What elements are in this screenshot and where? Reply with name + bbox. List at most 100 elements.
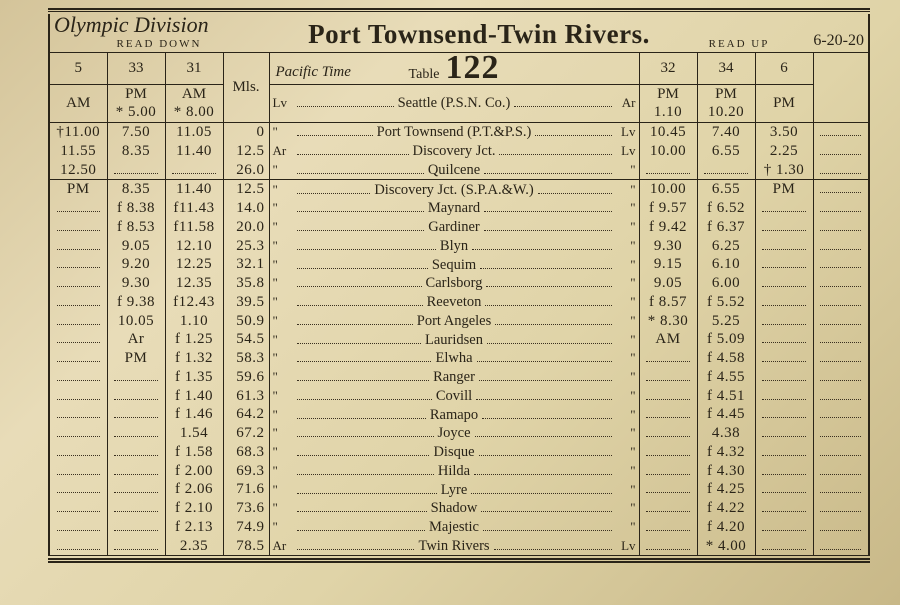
time-cell: [49, 218, 107, 237]
time-cell: [755, 330, 813, 349]
blank-cell: [813, 387, 869, 406]
division-label: Olympic Division: [54, 14, 264, 36]
time-cell: [755, 237, 813, 256]
time-cell: [49, 443, 107, 462]
station-cell: "Gardiner": [269, 218, 639, 237]
station-cell: "Majestic": [269, 518, 639, 537]
time-cell: [49, 349, 107, 368]
time-cell: 11.40: [165, 142, 223, 161]
time-cell: [755, 462, 813, 481]
time-cell: f 9.57: [639, 199, 697, 218]
pacific-time-label: Pacific Time: [276, 63, 351, 82]
time-cell: [49, 405, 107, 424]
miles-cell: 25.3: [223, 237, 269, 256]
time-cell: 12.35: [165, 274, 223, 293]
blank-cell: [813, 218, 869, 237]
table-row: f 2.0069.3"Hilda"f 4.30: [49, 462, 869, 481]
time-cell: [639, 405, 697, 424]
read-up-label: READ UP: [694, 38, 784, 50]
station-cell: ArDiscovery Jct.Lv: [269, 142, 639, 161]
time-cell: [49, 424, 107, 443]
time-cell: * 4.00: [697, 537, 755, 556]
time-cell: [639, 161, 697, 180]
time-cell: [755, 349, 813, 368]
station-cell: "Covill": [269, 387, 639, 406]
time-cell: †11.00: [49, 123, 107, 142]
issue-date: 6-20-20: [784, 32, 864, 50]
blank-cell: [813, 480, 869, 499]
table-row: 9.0512.1025.3"Blyn"9.306.25: [49, 237, 869, 256]
miles-cell: 50.9: [223, 312, 269, 331]
time-cell: [107, 518, 165, 537]
station-cell: "Blyn": [269, 237, 639, 256]
table-row: f 9.38f12.4339.5"Reeveton"f 8.57f 5.52: [49, 293, 869, 312]
time-cell: 10.45: [639, 123, 697, 142]
col-6-ampm: PM: [755, 84, 813, 123]
miles-cell: 12.5: [223, 180, 269, 199]
time-cell: [639, 443, 697, 462]
blank-cell: [813, 123, 869, 142]
timetable: 5 33 31 Mls. Pacific Time Table 122 32 3…: [48, 52, 870, 556]
time-cell: [697, 161, 755, 180]
time-cell: [49, 462, 107, 481]
route-title: Port Townsend-Twin Rivers.: [264, 19, 694, 50]
time-cell: f 2.13: [165, 518, 223, 537]
miles-cell: 71.6: [223, 480, 269, 499]
table-number: 122: [445, 53, 499, 84]
table-row: 10.051.1050.9"Port Angeles"* 8.305.25: [49, 312, 869, 331]
time-cell: 10.00: [639, 142, 697, 161]
time-cell: 10.05: [107, 312, 165, 331]
col-miles: Mls.: [223, 53, 269, 123]
station-cell: "Port Angeles": [269, 312, 639, 331]
blank-cell: [813, 368, 869, 387]
col-34-ampm: PM 10.20: [697, 84, 755, 123]
time-cell: f 4.32: [697, 443, 755, 462]
table-row: 9.2012.2532.1"Sequim"9.156.10: [49, 255, 869, 274]
time-cell: 4.38: [697, 424, 755, 443]
time-cell: 9.15: [639, 255, 697, 274]
table-row: f 8.38f11.4314.0"Maynard"f 9.57f 6.52: [49, 199, 869, 218]
time-cell: [639, 499, 697, 518]
station-cell: ArTwin RiversLv: [269, 537, 639, 556]
station-cell: "Reeveton": [269, 293, 639, 312]
col-train-32: 32: [639, 53, 697, 85]
time-cell: [49, 274, 107, 293]
time-cell: [639, 537, 697, 556]
blank-cell: [813, 499, 869, 518]
miles-cell: 54.5: [223, 330, 269, 349]
blank-cell: [813, 293, 869, 312]
time-cell: [49, 499, 107, 518]
table-row: f 8.53f11.5820.0"Gardiner"f 9.42f 6.37: [49, 218, 869, 237]
time-cell: [755, 518, 813, 537]
time-cell: f11.43: [165, 199, 223, 218]
time-cell: 12.50: [49, 161, 107, 180]
blank-cell: [813, 537, 869, 556]
blank-cell: [813, 330, 869, 349]
time-cell: [107, 537, 165, 556]
read-down-label: READ DOWN: [54, 38, 264, 50]
time-cell: 11.55: [49, 142, 107, 161]
col-32-ampm: PM 1.10: [639, 84, 697, 123]
time-cell: f 2.10: [165, 499, 223, 518]
station-cell: "Ranger": [269, 368, 639, 387]
station-cell: "Joyce": [269, 424, 639, 443]
time-cell: PM: [755, 180, 813, 199]
time-cell: 2.35: [165, 537, 223, 556]
time-cell: 3.50: [755, 123, 813, 142]
time-cell: [755, 312, 813, 331]
station-cell: "Ramapo": [269, 405, 639, 424]
table-row: †11.007.5011.050"Port Townsend (P.T.&P.S…: [49, 123, 869, 142]
miles-cell: 14.0: [223, 199, 269, 218]
time-cell: [755, 218, 813, 237]
time-cell: [107, 443, 165, 462]
time-cell: [639, 368, 697, 387]
station-cell: "Lyre": [269, 480, 639, 499]
time-cell: [107, 161, 165, 180]
time-cell: f 6.52: [697, 199, 755, 218]
col-train-34: 34: [697, 53, 755, 85]
station-cell: "Elwha": [269, 349, 639, 368]
blank-cell: [813, 312, 869, 331]
table-row: 2.3578.5ArTwin RiversLv* 4.00: [49, 537, 869, 556]
miles-cell: 68.3: [223, 443, 269, 462]
time-cell: [755, 537, 813, 556]
